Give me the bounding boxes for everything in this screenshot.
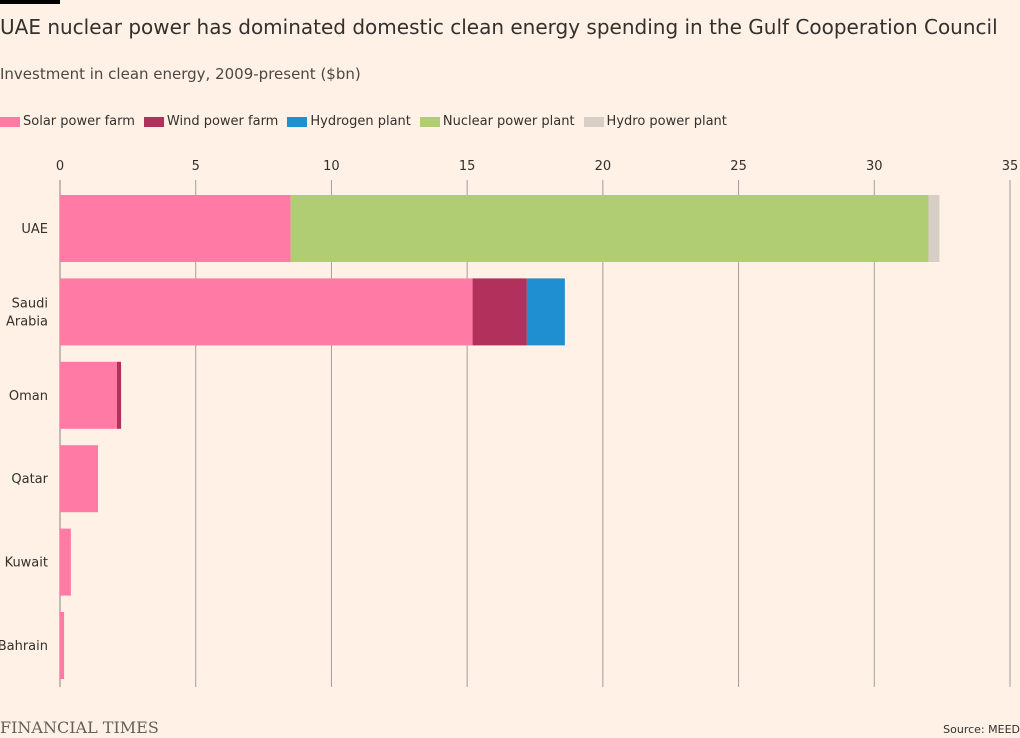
y-category-label: Bahrain xyxy=(0,639,48,654)
chart-subtitle: Investment in clean energy, 2009-present… xyxy=(0,65,361,83)
legend-label: Wind power farm xyxy=(166,114,279,129)
legend-swatch xyxy=(419,116,440,127)
y-category-label: Arabia xyxy=(6,314,48,329)
source-note: Source: MEED xyxy=(943,723,1020,736)
bar-bahrain-solar-power-farm xyxy=(60,612,65,679)
x-tick-label: 10 xyxy=(323,159,340,174)
bar-uae-hydro-power-plant xyxy=(928,195,940,262)
legend-swatch xyxy=(583,116,604,127)
y-category-label: Qatar xyxy=(11,472,48,487)
x-tick-label: 5 xyxy=(192,159,200,174)
chart-title: UAE nuclear power has dominated domestic… xyxy=(0,15,998,39)
x-tick-label: 35 xyxy=(1002,159,1019,174)
y-category-label: Oman xyxy=(9,389,48,404)
chart-legend: Solar power farm Wind power farm Hydrogen … xyxy=(0,114,736,129)
legend-item-nuclear-power-plant: Nuclear power plant xyxy=(419,114,575,129)
y-category-label: UAE xyxy=(21,222,48,237)
bar-uae-solar-power-farm xyxy=(60,195,291,262)
bar-saudi-arabia-solar-power-farm xyxy=(60,278,473,346)
legend-item-solar-power-farm: Solar power farm xyxy=(0,114,135,129)
legend-label: Hydro power plant xyxy=(606,114,727,129)
bar-uae-nuclear-power-plant xyxy=(290,195,929,262)
legend-label: Solar power farm xyxy=(23,114,135,129)
bar-oman-solar-power-farm xyxy=(60,361,117,429)
ft-top-bar xyxy=(0,0,60,4)
bar-chart: 0 5 10 15 20 25 30 35 UAE Saudi Arabia Oman Qatar Kuw… xyxy=(0,159,1019,687)
bar-kuwait-solar-power-farm xyxy=(60,528,71,596)
legend-item-wind-power-farm: Wind power farm xyxy=(143,114,279,129)
x-tick-label: 25 xyxy=(730,159,747,174)
y-category-label: Kuwait xyxy=(5,556,48,571)
bar-saudi-arabia-hydrogen-plant xyxy=(526,278,565,346)
legend-item-hydrogen-plant: Hydrogen plant xyxy=(287,114,411,129)
legend-label: Nuclear power plant xyxy=(442,114,575,129)
x-tick-label: 20 xyxy=(595,159,612,174)
bar-saudi-arabia-wind-power-farm xyxy=(472,278,527,346)
bar-qatar-solar-power-farm xyxy=(60,445,98,513)
legend-swatch xyxy=(143,116,164,127)
bar-oman-wind-power-farm xyxy=(117,361,122,429)
legend-swatch xyxy=(287,116,308,127)
x-tick-label: 15 xyxy=(459,159,476,174)
legend-label: Hydrogen plant xyxy=(310,114,411,129)
ft-logo: FINANCIAL TIMES xyxy=(0,718,159,737)
legend-swatch xyxy=(0,116,20,127)
y-category-label: Saudi xyxy=(12,296,48,311)
x-tick-label: 0 xyxy=(56,159,64,174)
legend-item-hydro-power-plant: Hydro power plant xyxy=(583,114,727,129)
x-tick-label: 30 xyxy=(866,159,883,174)
